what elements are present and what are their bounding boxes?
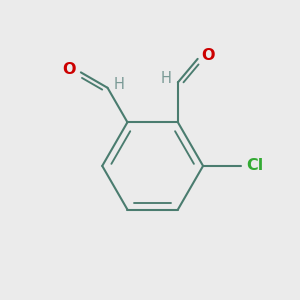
Text: O: O — [202, 48, 215, 63]
Text: Cl: Cl — [247, 158, 264, 173]
Text: O: O — [62, 62, 76, 77]
Text: H: H — [161, 71, 172, 86]
Text: H: H — [114, 76, 125, 92]
